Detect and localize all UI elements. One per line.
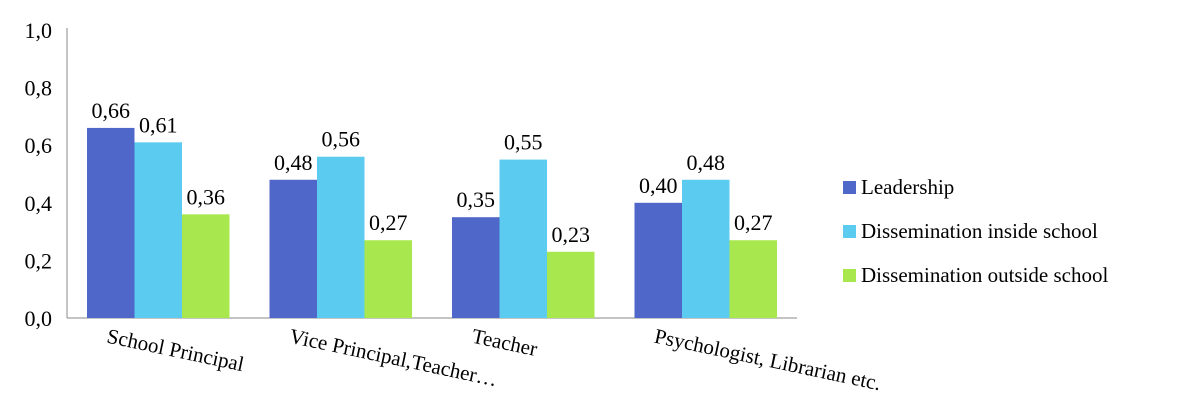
bar [269, 179, 317, 318]
bar [364, 240, 412, 318]
x-category-label: Vice Principal,Teacher… [287, 324, 499, 392]
bar [87, 127, 135, 318]
x-category-label: Psychologist, Librarian etc. [652, 324, 883, 395]
bar [499, 159, 547, 318]
data-label: 0,56 [322, 127, 361, 152]
bar [134, 142, 182, 318]
bar [682, 179, 730, 318]
data-label: 0,61 [139, 112, 178, 137]
data-label: 0,66 [92, 98, 131, 123]
legend: Leadership Dissemination inside school Dis… [843, 175, 1108, 287]
legend-swatch [843, 269, 856, 282]
y-tick-label: 0,0 [25, 306, 53, 331]
bar [182, 214, 230, 318]
bar [547, 251, 595, 318]
legend-swatch [843, 225, 856, 238]
legend-swatch [843, 181, 856, 194]
legend-label: Dissemination outside school [861, 263, 1108, 287]
data-labels: 0,66 0,48 0,35 0,40 0,61 0,56 0,55 0,48 0,36 0,27… [92, 98, 773, 247]
legend-label: Leadership [861, 175, 954, 199]
y-tick-label: 0,8 [25, 76, 53, 101]
x-category-label: Teacher [470, 324, 540, 361]
y-tick-label: 0,4 [25, 191, 53, 216]
data-label: 0,48 [687, 150, 726, 175]
data-label: 0,36 [187, 184, 226, 209]
bar [634, 202, 682, 318]
bar [729, 240, 777, 318]
data-label: 0,40 [639, 173, 678, 198]
data-label: 0,27 [369, 210, 408, 235]
data-label: 0,48 [274, 150, 313, 175]
y-tick-label: 0,2 [25, 248, 53, 273]
y-tick-label: 1,0 [25, 18, 53, 43]
x-category-label: School Principal [105, 324, 247, 376]
bars-area [87, 127, 777, 318]
bar [317, 156, 365, 318]
data-label: 0,35 [457, 187, 496, 212]
data-label: 0,23 [552, 222, 591, 247]
x-axis-category-labels: School Principal Vice Principal,Teacher…T… [105, 324, 883, 395]
y-tick-label: 0,6 [25, 133, 53, 158]
data-label: 0,27 [734, 210, 773, 235]
legend-label: Dissemination inside school [861, 219, 1098, 243]
bar [452, 217, 500, 318]
data-label: 0,55 [504, 130, 543, 155]
